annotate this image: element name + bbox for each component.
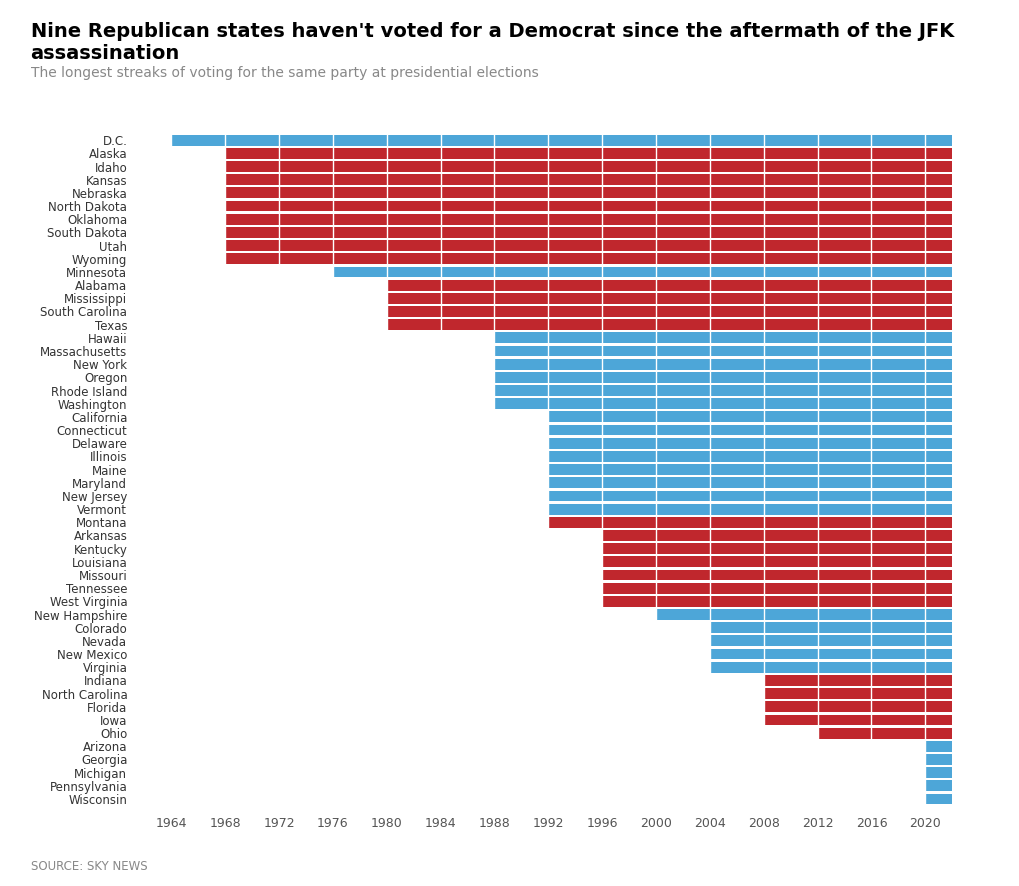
Bar — [548, 411, 952, 423]
Bar — [548, 424, 952, 435]
Bar — [386, 319, 952, 330]
Bar — [225, 240, 952, 251]
Bar — [709, 662, 952, 672]
Bar — [386, 306, 952, 317]
Bar — [171, 135, 952, 145]
Bar — [332, 267, 952, 277]
Bar — [548, 464, 952, 475]
Text: SOURCE: SKY NEWS: SOURCE: SKY NEWS — [31, 859, 147, 873]
Bar — [763, 688, 952, 699]
Bar — [709, 649, 952, 659]
Bar — [601, 583, 952, 594]
Bar — [548, 478, 952, 488]
Bar — [225, 161, 952, 172]
Bar — [225, 188, 952, 198]
Bar — [601, 596, 952, 607]
Bar — [601, 530, 952, 540]
Bar — [924, 781, 952, 791]
Bar — [601, 570, 952, 580]
Bar — [494, 359, 952, 369]
Bar — [763, 714, 952, 726]
Bar — [763, 675, 952, 686]
Bar — [601, 556, 952, 567]
Bar — [548, 504, 952, 515]
Bar — [386, 293, 952, 304]
Bar — [655, 610, 952, 620]
Bar — [709, 622, 952, 633]
Bar — [763, 702, 952, 712]
Bar — [225, 200, 952, 212]
Bar — [548, 517, 952, 528]
Bar — [548, 438, 952, 448]
Bar — [494, 372, 952, 383]
Bar — [225, 227, 952, 237]
Bar — [494, 399, 952, 409]
Bar — [548, 451, 952, 462]
Bar — [225, 175, 952, 185]
Text: The longest streaks of voting for the same party at presidential elections: The longest streaks of voting for the sa… — [31, 66, 538, 81]
Bar — [225, 148, 952, 159]
Bar — [709, 635, 952, 646]
Bar — [494, 385, 952, 396]
Bar — [225, 214, 952, 225]
Text: Nine Republican states haven't voted for a Democrat since the aftermath of the J: Nine Republican states haven't voted for… — [31, 22, 953, 63]
Bar — [386, 280, 952, 291]
Bar — [548, 491, 952, 501]
Bar — [924, 754, 952, 765]
Bar — [817, 727, 952, 739]
Bar — [601, 543, 952, 554]
Bar — [924, 767, 952, 778]
Bar — [924, 794, 952, 804]
Bar — [494, 332, 952, 343]
Bar — [924, 741, 952, 751]
Bar — [225, 253, 952, 264]
Bar — [494, 346, 952, 356]
